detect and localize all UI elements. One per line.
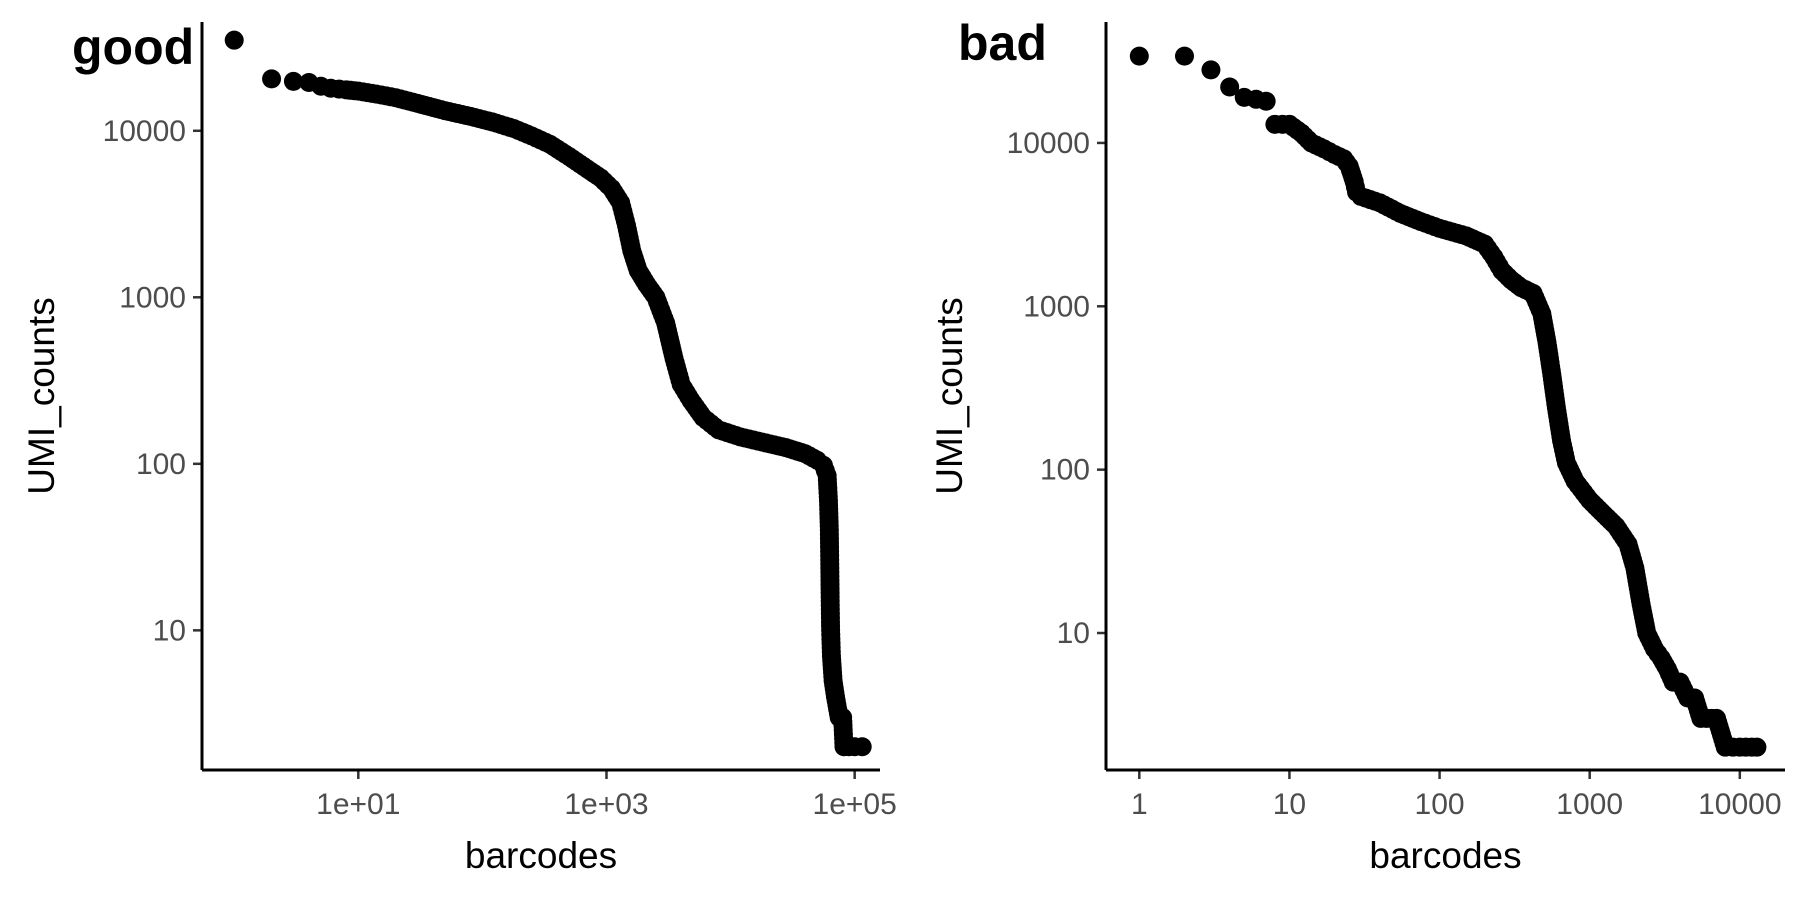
x-tick-label: 1	[1131, 788, 1148, 821]
x-tick-label: 10	[1273, 788, 1306, 821]
data-point	[283, 71, 303, 91]
y-tick-label: 100	[1040, 454, 1090, 487]
axis-ticks: 1e+01 1e+03 1e+05 10 100 1000 10000	[103, 115, 897, 821]
y-tick-label: 10000	[1007, 127, 1090, 160]
data-point	[1747, 737, 1767, 757]
y-tick-label: 10000	[103, 115, 186, 148]
axis-ticks: 1 10 100 1000 10000 10 100 1000 10000	[1007, 127, 1782, 821]
x-axis-title: barcodes	[465, 835, 617, 876]
y-tick-label: 10	[153, 614, 186, 647]
data-point	[262, 69, 282, 89]
y-tick-label: 10	[1057, 617, 1090, 650]
data-points	[224, 30, 872, 757]
x-tick-label: 1e+03	[564, 788, 648, 821]
data-point	[852, 737, 872, 757]
data-point	[1129, 46, 1149, 66]
x-tick-label: 1000	[1556, 788, 1623, 821]
data-point	[1201, 60, 1221, 80]
data-point	[1174, 46, 1194, 66]
x-tick-label: 10000	[1698, 788, 1781, 821]
x-axis-title: barcodes	[1369, 835, 1521, 876]
x-tick-label: 100	[1415, 788, 1465, 821]
data-point	[1256, 91, 1276, 111]
panel-tag: bad	[958, 15, 1047, 71]
y-axis-title: UMI_counts	[21, 297, 62, 494]
x-tick-label: 1e+05	[813, 788, 897, 821]
y-axis-title: UMI_counts	[929, 297, 970, 494]
panel-tag: good	[72, 19, 194, 75]
panel-good: good UMI_counts barcodes 1e+01 1e+03 1e+05…	[21, 19, 897, 876]
y-tick-label: 100	[136, 448, 186, 481]
data-points	[1129, 46, 1767, 757]
panel-bad: bad UMI_counts barcodes 1 10 100 1000 100001…	[929, 15, 1785, 876]
y-tick-label: 1000	[119, 281, 186, 314]
y-tick-label: 1000	[1023, 290, 1090, 323]
data-point	[1220, 77, 1240, 97]
data-point	[224, 30, 244, 50]
x-tick-label: 1e+01	[316, 788, 400, 821]
